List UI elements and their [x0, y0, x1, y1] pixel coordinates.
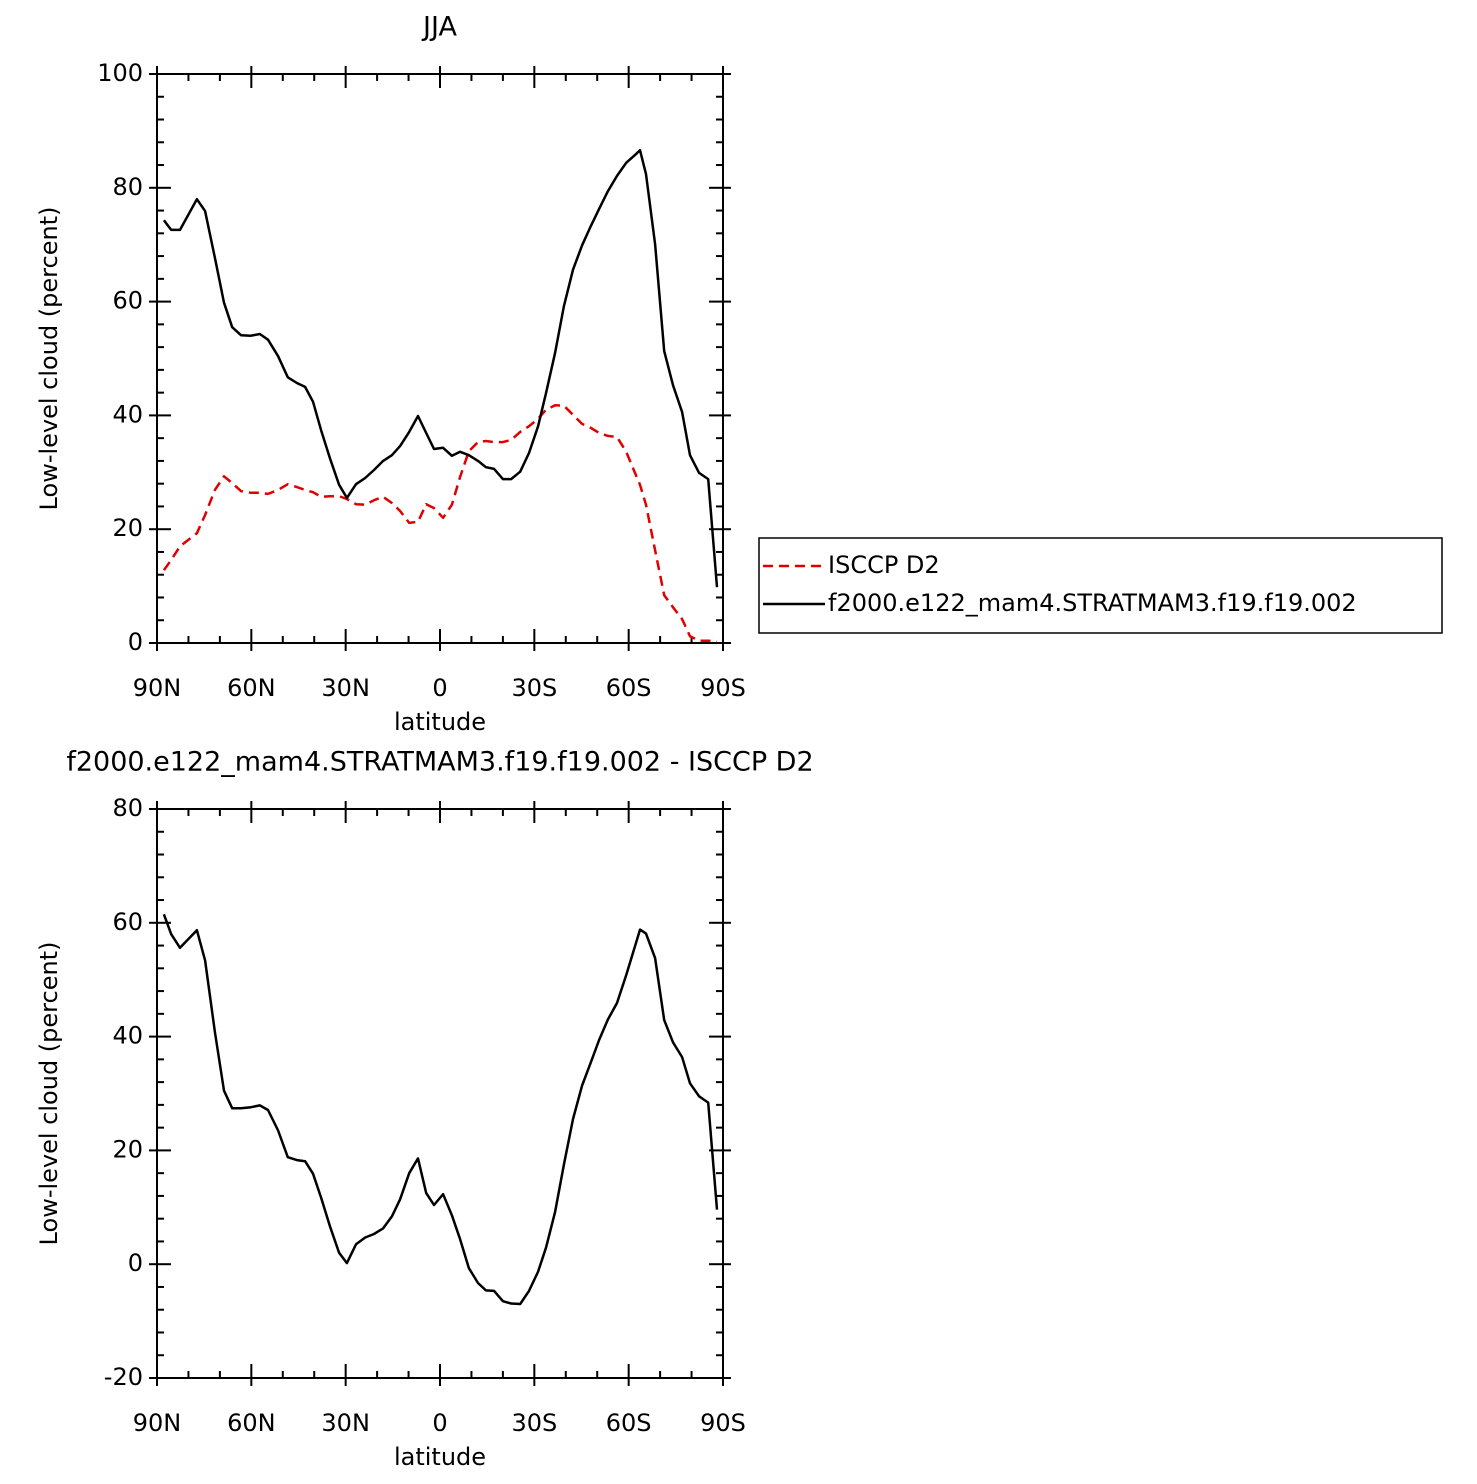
y-tick-label: 20	[112, 514, 143, 542]
x-tick-label: 30N	[321, 674, 370, 702]
y-tick-label: 80	[112, 173, 143, 201]
x-tick-label: 60N	[227, 1409, 276, 1437]
plot-frame	[156, 808, 724, 1379]
x-tick-label: 60S	[606, 674, 652, 702]
y-tick-label: 80	[112, 794, 143, 822]
x-axis-label: latitude	[394, 1443, 486, 1471]
plot-frame	[156, 73, 724, 644]
x-tick-label: 60S	[606, 1409, 652, 1437]
y-tick-label: -20	[104, 1363, 143, 1391]
x-tick-label: 90N	[133, 1409, 182, 1437]
series-line	[162, 403, 718, 644]
y-tick-label: 100	[97, 59, 143, 87]
chart-title: JJA	[421, 12, 457, 43]
x-tick-label: 30S	[511, 1409, 557, 1437]
x-tick-label: 90S	[700, 1409, 746, 1437]
series-line	[162, 913, 719, 1306]
x-axis-label: latitude	[394, 708, 486, 736]
legend-label: ISCCP D2	[828, 551, 940, 579]
y-tick-label: 0	[128, 1249, 143, 1277]
x-tick-label: 30N	[321, 1409, 370, 1437]
x-tick-label: 90N	[133, 674, 182, 702]
x-tick-label: 60N	[227, 674, 276, 702]
x-tick-label: 0	[432, 674, 447, 702]
x-tick-label: 90S	[700, 674, 746, 702]
legend-label: f2000.e122_mam4.STRATMAM3.f19.f19.002	[828, 589, 1357, 617]
y-tick-label: 60	[112, 287, 143, 315]
legend-box	[758, 537, 1443, 634]
y-tick-label: 20	[112, 1135, 143, 1163]
y-tick-label: 60	[112, 908, 143, 936]
y-axis-label: Low-level cloud (percent)	[35, 942, 63, 1246]
y-tick-label: 40	[112, 1022, 143, 1050]
series-line	[162, 148, 719, 588]
y-tick-label: 0	[128, 628, 143, 656]
x-tick-label: 0	[432, 1409, 447, 1437]
y-axis-label: Low-level cloud (percent)	[35, 207, 63, 511]
x-tick-label: 30S	[511, 674, 557, 702]
chart-title: f2000.e122_mam4.STRATMAM3.f19.f19.002 - …	[66, 747, 813, 778]
y-tick-label: 40	[112, 400, 143, 428]
